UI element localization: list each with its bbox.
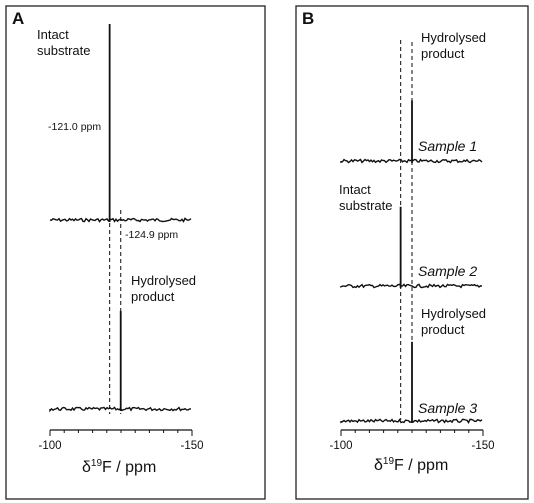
panel-a-axis-superscript: 19 [91,458,103,469]
panel-b-s2-intact-label-line2: substrate [339,198,392,213]
panel-b-s3-hydrolysed-label-line2: product [421,322,465,337]
panel-a-hydrolysed-label-line2: product [131,289,175,304]
panelA-spectrum-1-baseline [49,406,192,413]
panelB-x-tick-label-150: -150 [471,440,494,452]
panel-a-peak2-ppm-label: -124.9 ppm [125,229,178,241]
panelA-spectrum-0-baseline [49,217,192,223]
panel-a-axis-title: δ19F / ppm [82,458,156,476]
panel-a-plot: -100 -150 [38,24,204,452]
panel-b-letter: B [302,9,314,28]
sample-1-label: Sample 1 [418,138,477,154]
panel-b-frame [295,5,529,500]
panelB-spectrum-2-baseline [340,418,483,425]
panel-a-peak1-ppm-label: -121.0 ppm [48,121,101,133]
panel-a-frame [5,5,266,500]
panel-a-axis-title-rest: F / ppm [102,459,156,476]
panel-a-intact-label-line2: substrate [37,43,90,58]
panel-b-axis-title-rest: F / ppm [394,457,448,474]
sample-3-label: Sample 3 [418,400,477,416]
panel-a-intact-label-line1: Intact [37,27,69,42]
panel-b-s1-hydrolysed-label-line2: product [421,46,465,61]
panelA-x-tick-label-150: -150 [180,440,203,452]
panel-a-hydrolysed-label-line1: Hydrolysed [131,273,196,288]
panelB-spectrum-1-baseline [340,283,483,289]
panel-b-s3-hydrolysed-label-line1: Hydrolysed [421,306,486,321]
panel-b-axis-superscript: 19 [383,456,395,467]
panelB-spectrum-0-baseline [340,158,483,164]
panel-a-letter: A [12,9,24,28]
panel-b-s1-hydrolysed-label-line1: Hydrolysed [421,30,486,45]
panelA-x-tick-label-100: -100 [38,440,61,452]
panel-b-axis-title: δ19F / ppm [374,456,448,474]
panel-b-s2-intact-label-line1: Intact [339,182,371,197]
panelB-x-tick-label-100: -100 [329,440,352,452]
panel-b-plot: -100 -150 [329,40,495,452]
sample-2-label: Sample 2 [418,263,477,279]
